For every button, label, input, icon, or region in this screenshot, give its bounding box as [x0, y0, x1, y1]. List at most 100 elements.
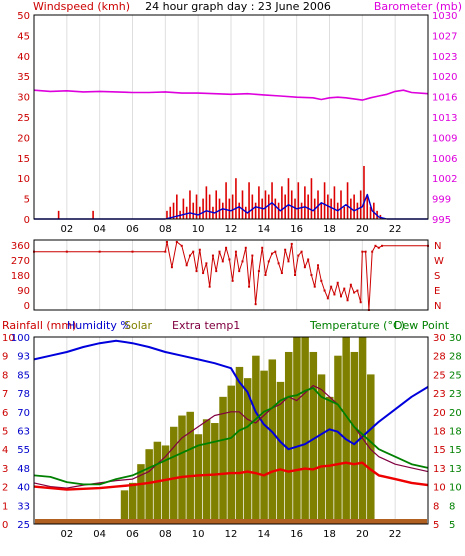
- wind-direction-point: [170, 266, 173, 269]
- humidity-tick-label: 93: [17, 352, 30, 363]
- dew-point-tick-label: 10: [449, 483, 462, 494]
- wind-direction-point: [225, 246, 228, 249]
- x-tick-label: 02: [60, 529, 73, 540]
- barometer-line: [33, 89, 429, 101]
- barometer-tick-label: 1013: [432, 113, 457, 124]
- temperature-tick-label: 10: [433, 483, 446, 494]
- humidity-tick-label: 40: [17, 483, 30, 494]
- solar-bar: [358, 337, 367, 524]
- windspeed-bar: [182, 198, 185, 219]
- windspeed-bar: [359, 190, 362, 219]
- windspeed-bar: [323, 182, 326, 219]
- barometer-tick-label: 1016: [432, 93, 457, 104]
- x-tick-label: 16: [290, 529, 303, 540]
- wind-direction-point: [131, 250, 134, 253]
- windspeed-bar: [310, 178, 313, 219]
- wind-direction-point: [356, 289, 359, 292]
- solar-bar: [268, 359, 277, 524]
- windspeed-tick-label: 45: [17, 31, 30, 42]
- wind-direction-point: [287, 260, 290, 263]
- wind-direction-point: [310, 274, 313, 276]
- dew-point-tick-label: 13: [449, 464, 462, 475]
- temperature-tick-label: 13: [433, 464, 446, 475]
- wind-direction-point: [267, 260, 270, 263]
- dew-point-tick-label: 5: [449, 520, 455, 531]
- wind-direction-point: [353, 291, 356, 294]
- windspeed-bar: [205, 186, 208, 219]
- windspeed-tick-label: 40: [17, 52, 30, 63]
- windspeed-bar: [366, 194, 369, 219]
- solar-bar: [317, 374, 326, 524]
- solar-bar: [284, 351, 293, 524]
- wind-direction-point: [274, 250, 277, 253]
- windspeed-bar: [244, 206, 247, 219]
- solar-bar: [137, 464, 145, 524]
- compass-tick-label: W: [434, 256, 444, 267]
- solar-bar: [342, 337, 350, 524]
- windspeed-bar: [238, 202, 241, 219]
- dew-point-tick-label: 25: [449, 370, 462, 381]
- wind-direction-point: [65, 250, 68, 253]
- windspeed-bar: [221, 202, 224, 219]
- wind-direction-point: [205, 262, 208, 265]
- wind-direction-point: [271, 252, 274, 255]
- solar-label: Solar: [124, 319, 153, 332]
- windspeed-bar: [92, 210, 94, 219]
- wind-direction-point: [333, 293, 336, 296]
- wind-direction-point: [377, 246, 380, 249]
- solar-bar: [326, 396, 334, 524]
- windspeed-bar: [228, 198, 231, 219]
- windspeed-tick-label: 20: [17, 133, 30, 144]
- compass-tick-label: S: [434, 271, 440, 282]
- wind-direction-point: [218, 250, 221, 253]
- windspeed-bar: [218, 198, 221, 219]
- wind-direction-point: [343, 287, 346, 290]
- windspeed-bar: [304, 186, 306, 219]
- temperature-tick-label: 25: [433, 370, 446, 381]
- windspeed-bar: [333, 186, 336, 219]
- x-tick-label: 20: [356, 224, 369, 235]
- windspeed-bar: [356, 202, 359, 219]
- dew-point-tick-label: 28: [449, 352, 462, 363]
- windspeed-bar: [176, 194, 178, 219]
- wind-direction-point: [361, 250, 364, 253]
- temperature-tick-label: 5: [433, 520, 439, 531]
- barometer-tick-label: 1027: [432, 31, 457, 42]
- x-tick-label: 06: [126, 224, 139, 235]
- wind-direction-point: [320, 279, 323, 282]
- wind-direction-point: [208, 285, 211, 288]
- windspeed-bar: [369, 206, 372, 219]
- windspeed-tick-label: 25: [17, 113, 30, 124]
- x-tick-label: 10: [192, 529, 205, 540]
- solar-bar: [153, 441, 162, 524]
- wind-direction-point: [228, 258, 231, 261]
- wind-direction-point: [231, 279, 234, 282]
- wind-direction-point: [215, 270, 218, 273]
- windspeed-bar: [274, 198, 277, 219]
- x-tick-label: 20: [356, 529, 369, 540]
- rainfall-axis-label: Rainfall (mm): [2, 319, 76, 332]
- plot-frame: [33, 14, 429, 220]
- windspeed-bar: [225, 182, 227, 219]
- windspeed-bar: [241, 190, 244, 219]
- solar-bar: [260, 370, 268, 524]
- windspeed-tick-label: 10: [17, 174, 30, 185]
- wind-direction-point: [188, 254, 191, 257]
- windspeed-bar: [202, 198, 204, 219]
- rainfall-tick-label: 7: [2, 389, 8, 400]
- solar-bar: [334, 355, 342, 524]
- windspeed-bar: [271, 182, 273, 219]
- humidity-tick-label: 78: [17, 389, 30, 400]
- wind-direction-point: [198, 248, 201, 251]
- dew-point-tick-label: 23: [449, 389, 462, 400]
- windspeed-bar: [185, 206, 188, 219]
- wind-direction-point: [238, 270, 241, 273]
- wind-direction-point: [280, 272, 283, 275]
- wind-direction-point: [98, 250, 101, 253]
- humidity-tick-label: 48: [17, 464, 30, 475]
- wind-direction-point: [323, 289, 326, 292]
- direction-tick-label: 90: [17, 286, 30, 297]
- average-wind-line: [34, 193, 428, 220]
